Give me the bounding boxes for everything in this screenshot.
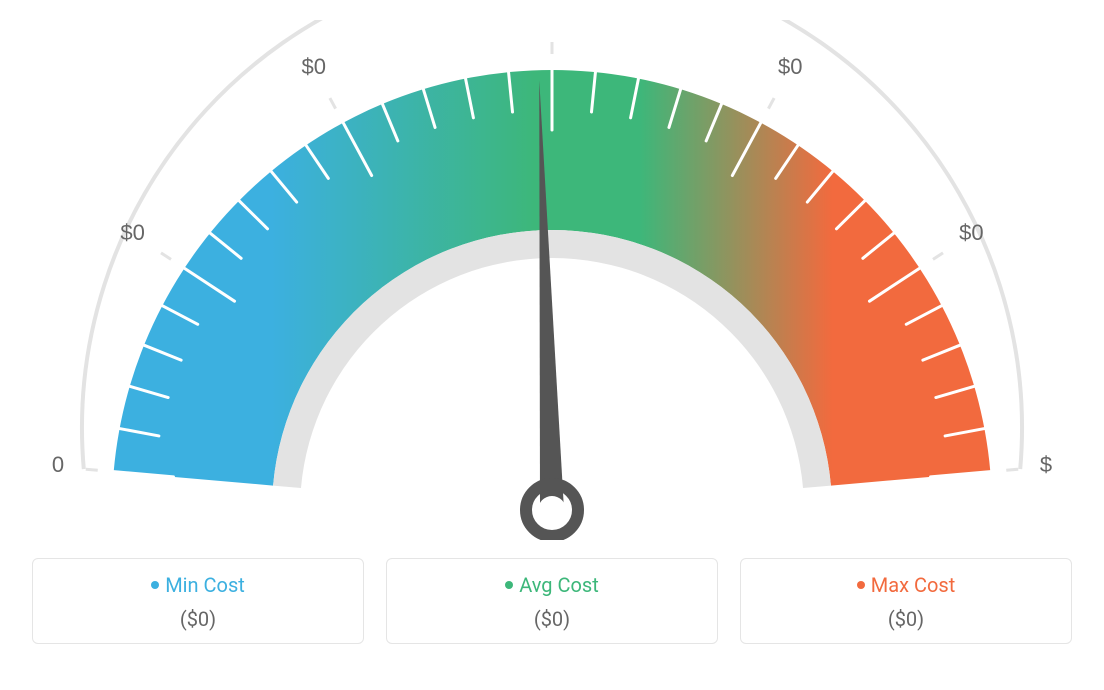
svg-text:$0: $0 bbox=[1040, 452, 1052, 477]
legend-value-max: ($0) bbox=[751, 607, 1061, 631]
legend-title-max: Max Cost bbox=[857, 573, 956, 597]
legend-dot-max bbox=[857, 581, 865, 589]
svg-text:$0: $0 bbox=[959, 220, 983, 245]
svg-text:$0: $0 bbox=[778, 54, 802, 79]
legend-label-avg: Avg Cost bbox=[519, 573, 599, 597]
legend-dot-avg bbox=[505, 581, 513, 589]
legend-title-min: Min Cost bbox=[151, 573, 245, 597]
legend-dot-min bbox=[151, 581, 159, 589]
legend-label-min: Min Cost bbox=[165, 573, 245, 597]
legend-row: Min Cost ($0) Avg Cost ($0) Max Cost ($0… bbox=[20, 558, 1084, 644]
gauge-chart: $0$0$0$0$0$0$0 bbox=[52, 20, 1052, 540]
legend-card-avg: Avg Cost ($0) bbox=[386, 558, 718, 644]
cost-gauge: $0$0$0$0$0$0$0 bbox=[20, 20, 1084, 550]
legend-value-avg: ($0) bbox=[397, 607, 707, 631]
legend-card-max: Max Cost ($0) bbox=[740, 558, 1072, 644]
legend-title-avg: Avg Cost bbox=[505, 573, 599, 597]
svg-text:$0: $0 bbox=[120, 220, 144, 245]
svg-text:$0: $0 bbox=[52, 452, 64, 477]
svg-text:$0: $0 bbox=[302, 54, 326, 79]
legend-label-max: Max Cost bbox=[871, 573, 956, 597]
legend-card-min: Min Cost ($0) bbox=[32, 558, 364, 644]
legend-value-min: ($0) bbox=[43, 607, 353, 631]
